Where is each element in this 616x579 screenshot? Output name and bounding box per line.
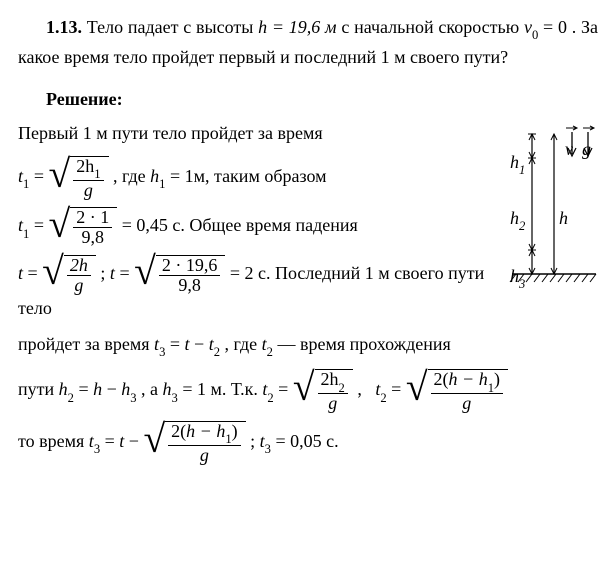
- diagram: h1 h2 h3 h v g: [506, 124, 598, 294]
- sqrt-5: √ 2h2g: [293, 369, 353, 413]
- sqrt-1: √ 2h1g: [48, 156, 108, 200]
- h3-sub-2: 3: [172, 391, 178, 405]
- sol-l4a: пройдет за время: [18, 334, 154, 354]
- t3-sub-3: 3: [265, 442, 271, 456]
- tk: Т.к.: [231, 379, 262, 399]
- sqrt-4: √ 2 · 19,69,8: [134, 255, 225, 295]
- v0-sub: 0: [532, 28, 538, 42]
- t1-result: = 0,45 с.: [122, 216, 185, 236]
- h3-val: = 1 м.: [182, 379, 226, 399]
- sqrt-3: √ 2hg: [42, 255, 96, 295]
- h1-sub: 1: [159, 177, 165, 191]
- eq-sign-3: =: [28, 263, 43, 283]
- where-2: , где: [225, 334, 262, 354]
- semicolon-1: ;: [100, 263, 110, 283]
- where-1: , где: [113, 166, 150, 186]
- eq-sign-8: =: [391, 379, 406, 399]
- eq-sign-2: =: [34, 216, 49, 236]
- t3-sub: 3: [159, 345, 165, 359]
- t3-sub-2: 3: [94, 442, 100, 456]
- t3-sym-3: t: [260, 431, 265, 451]
- t-sym-3: t: [185, 334, 190, 354]
- v0-val: = 0: [538, 17, 567, 37]
- eq-sign-4: =: [119, 263, 134, 283]
- t-sym-2: t: [110, 263, 115, 283]
- h2-sym: h: [59, 379, 68, 399]
- minus-3: −: [129, 431, 144, 451]
- sqrt-7: √ 2(h − h1)g: [143, 421, 245, 465]
- t2-sub: 2: [214, 345, 220, 359]
- t-sym: t: [18, 263, 23, 283]
- h-equals: h = 19,6 м: [258, 17, 336, 37]
- solution-heading: Решение:: [18, 86, 598, 114]
- fig-g: g: [582, 136, 591, 164]
- fig-v: v: [565, 136, 573, 164]
- sol-l1a: Первый 1 м пути тело пройдет за время: [18, 123, 323, 143]
- eq-sign-6: =: [78, 379, 93, 399]
- eq-sign-5: =: [170, 334, 185, 354]
- comma-a: , а: [141, 379, 163, 399]
- h3-sym: h: [121, 379, 130, 399]
- h2-sub: 2: [68, 391, 74, 405]
- solution-line-4: пройдет за время t3 = t − t2 , где t2 — …: [18, 331, 598, 361]
- solution-line-6: то время t3 = t − √ 2(h − h1)g ; t3 = 0,…: [18, 421, 598, 465]
- semicolon-2: ;: [250, 431, 260, 451]
- h-sym: h: [93, 379, 102, 399]
- solution-line-5: пути h2 = h − h3 , а h3 = 1 м. Т.к. t2 =…: [18, 369, 598, 413]
- eq-sign-9: =: [105, 431, 120, 451]
- eq-sign-7: =: [278, 379, 293, 399]
- problem-text-2: с начальной скоростью: [341, 17, 524, 37]
- sol-l6a: то время: [18, 431, 89, 451]
- sol-l5a: пути: [18, 379, 59, 399]
- t3-result: = 0,05 с.: [275, 431, 338, 451]
- fig-h3: h3: [510, 263, 525, 293]
- t2-sub-3: 2: [267, 391, 273, 405]
- problem-text-1: Тело падает с высоты: [87, 17, 258, 37]
- fig-h2: h2: [510, 205, 525, 235]
- t-result: = 2 с.: [230, 263, 271, 283]
- v0-sym: v: [524, 17, 532, 37]
- fig-h1: h1: [510, 149, 525, 179]
- t2-sub-2: 2: [267, 345, 273, 359]
- t1-sub-2: 1: [23, 227, 29, 241]
- total-time-label: Общее время падения: [189, 216, 357, 236]
- h3-sub: 3: [130, 391, 136, 405]
- eq-sign-1: =: [34, 166, 49, 186]
- dash-text: — время прохождения: [277, 334, 450, 354]
- fig-h: h: [559, 205, 568, 233]
- t1-sub: 1: [23, 177, 29, 191]
- h1-val: = 1м,: [165, 166, 209, 186]
- minus-2: −: [107, 379, 122, 399]
- t2-sym: t: [209, 334, 214, 354]
- sqrt-6: √ 2(h − h1)g: [406, 369, 508, 413]
- t2-sub-4: 2: [380, 391, 386, 405]
- h3-sym-2: h: [163, 379, 172, 399]
- sqrt-2: √ 2 · 19,8: [48, 207, 117, 247]
- problem-statement: 1.13. Тело падает с высоты h = 19,6 м с …: [18, 14, 598, 72]
- t2-sym-2: t: [262, 334, 267, 354]
- thus: таким образом: [214, 166, 327, 186]
- minus-1: −: [194, 334, 209, 354]
- h1-sym: h: [150, 166, 159, 186]
- t-sym-4: t: [119, 431, 124, 451]
- problem-number: 1.13.: [46, 17, 82, 37]
